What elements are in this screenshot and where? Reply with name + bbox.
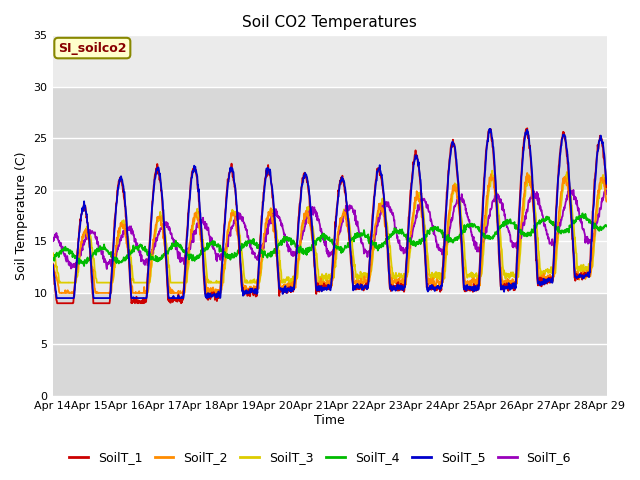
SoilT_5 (159, 198, 166, 204)
SoilT_4 (172, 244, 180, 250)
SoilT_4 (579, 210, 586, 216)
SoilT_1 (53, 300, 61, 306)
Text: SI_soilco2: SI_soilco2 (58, 42, 127, 55)
SoilT_5 (489, 137, 497, 143)
SoilT_3 (489, 175, 497, 181)
SoilT_1 (234, 228, 242, 234)
SoilT_1 (538, 284, 545, 289)
SoilT_3 (159, 218, 166, 224)
SoilT_6 (488, 200, 496, 205)
SoilT_2 (159, 225, 166, 230)
Line: SoilT_4: SoilT_4 (52, 213, 607, 266)
Title: Soil CO2 Temperatures: Soil CO2 Temperatures (242, 15, 417, 30)
Line: SoilT_2: SoilT_2 (52, 173, 607, 293)
Line: SoilT_1: SoilT_1 (52, 128, 607, 303)
Legend: SoilT_1, SoilT_2, SoilT_3, SoilT_4, SoilT_5, SoilT_6: SoilT_1, SoilT_2, SoilT_3, SoilT_4, Soil… (64, 446, 576, 469)
X-axis label: Time: Time (314, 414, 345, 427)
SoilT_5 (538, 279, 545, 285)
SoilT_6 (416, 201, 424, 206)
SoilT_3 (55, 280, 63, 286)
SoilT_3 (603, 189, 611, 195)
SoilT_2 (416, 200, 424, 205)
SoilT_1 (416, 175, 424, 180)
SoilT_2 (172, 290, 180, 296)
SoilT_6 (172, 246, 180, 252)
SoilT_5 (53, 295, 61, 301)
SoilT_5 (49, 262, 56, 267)
SoilT_4 (416, 237, 424, 243)
SoilT_3 (538, 270, 545, 276)
SoilT_4 (488, 234, 496, 240)
SoilT_6 (103, 266, 111, 272)
SoilT_4 (537, 219, 545, 225)
SoilT_6 (49, 236, 56, 241)
SoilT_5 (603, 181, 611, 187)
Line: SoilT_6: SoilT_6 (52, 190, 607, 269)
SoilT_3 (172, 280, 180, 286)
SoilT_2 (49, 261, 56, 267)
SoilT_1 (524, 125, 531, 131)
SoilT_4 (234, 247, 242, 253)
SoilT_5 (172, 295, 180, 301)
Line: SoilT_3: SoilT_3 (52, 171, 607, 283)
Y-axis label: Soil Temperature (C): Soil Temperature (C) (15, 151, 28, 280)
Bar (52, 293, 607, 396)
SoilT_5 (234, 220, 242, 226)
SoilT_1 (49, 261, 56, 266)
SoilT_1 (159, 207, 166, 213)
Bar (52, 87, 607, 190)
Bar (52, 36, 607, 87)
SoilT_1 (172, 298, 180, 304)
SoilT_5 (486, 126, 494, 132)
SoilT_2 (538, 276, 545, 281)
SoilT_2 (234, 233, 242, 239)
SoilT_6 (159, 222, 166, 228)
SoilT_3 (416, 192, 424, 197)
SoilT_2 (56, 290, 63, 296)
SoilT_1 (603, 184, 611, 190)
SoilT_4 (80, 263, 88, 269)
SoilT_2 (488, 175, 496, 181)
Bar (52, 190, 607, 293)
SoilT_3 (49, 251, 56, 257)
SoilT_3 (234, 221, 242, 227)
SoilT_6 (537, 208, 545, 214)
SoilT_6 (603, 192, 611, 197)
SoilT_6 (570, 187, 577, 193)
SoilT_6 (234, 213, 242, 219)
SoilT_1 (488, 135, 496, 141)
SoilT_3 (488, 168, 496, 174)
SoilT_4 (49, 256, 56, 262)
SoilT_2 (603, 199, 611, 204)
SoilT_4 (159, 254, 166, 260)
Line: SoilT_5: SoilT_5 (52, 129, 607, 298)
SoilT_5 (416, 171, 424, 177)
SoilT_2 (524, 170, 531, 176)
SoilT_4 (603, 224, 611, 229)
